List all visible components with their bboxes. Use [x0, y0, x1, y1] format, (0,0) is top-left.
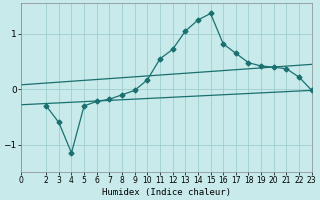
X-axis label: Humidex (Indice chaleur): Humidex (Indice chaleur)	[102, 188, 231, 197]
